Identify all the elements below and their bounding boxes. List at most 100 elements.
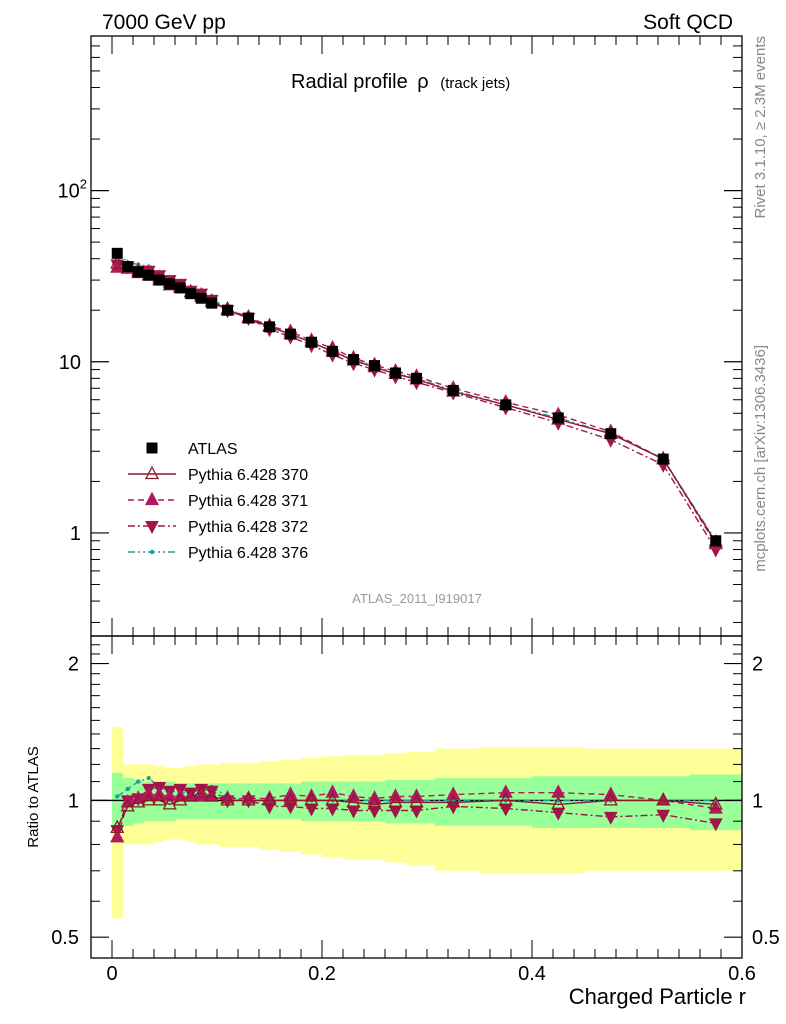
ratio-axis-ticks: 0.5 0.5 1 1 2 2 0 0.2 0.4 0.6: [51, 636, 780, 985]
data-point: [153, 274, 165, 286]
x-tick-label: 0.2: [308, 963, 336, 985]
data-point: [185, 288, 197, 300]
ratio-point: [325, 784, 340, 798]
ratio-tick-label-right: 1: [752, 790, 763, 812]
data-point: [143, 269, 155, 281]
ratio-y-label: Ratio to ATLAS: [25, 746, 42, 847]
ratio-point: [304, 792, 319, 806]
ratio-point: [141, 792, 156, 806]
x-tick-label: 0: [106, 963, 117, 985]
data-point: [264, 321, 275, 333]
data-point: [111, 247, 123, 259]
legend-item: Pythia 6.428 376: [128, 545, 308, 562]
ratio-point: [110, 819, 125, 834]
data-point: [164, 278, 176, 290]
ratio-point: [262, 792, 277, 806]
legend-marker: [149, 549, 155, 555]
series-pythia-6-428-372: [110, 259, 723, 558]
ratio-point: [152, 792, 167, 806]
x-axis-label: Charged Particle r: [569, 984, 746, 1009]
side-rivet-text: Rivet 3.1.10, ≥ 2.3M events: [752, 36, 769, 219]
ratio-series-layer: [110, 775, 723, 843]
data-point: [195, 292, 207, 304]
data-point: [122, 261, 134, 273]
band-inner: [154, 781, 165, 822]
legend-item: ATLAS: [146, 441, 238, 458]
series-atlas: [111, 247, 722, 547]
ratio-point: [162, 796, 177, 810]
ratio-point: [283, 792, 298, 806]
legend-marker: [144, 491, 160, 506]
ratio-point: [409, 794, 424, 808]
main-panel: 1 10 102 Radial profile ρ (track jets) ATL…: [58, 35, 743, 637]
ratio-panel: 0.5 0.5 1 1 2 2 0 0.2 0.4 0.6 Ratio to ATLAS: [25, 635, 780, 985]
main-title-text: Radial profile: [291, 71, 408, 93]
data-point: [327, 345, 338, 357]
ratio-point: [325, 803, 340, 817]
data-point: [447, 384, 459, 396]
main-title-symbol: ρ: [417, 71, 428, 93]
legend-item: Pythia 6.428 371: [128, 491, 308, 510]
main-title-suffix: (track jets): [440, 75, 510, 92]
ratio-point: [446, 794, 461, 808]
x-tick-label: 0.4: [518, 963, 546, 985]
ratio-point: [115, 794, 120, 799]
watermark: ATLAS_2011_I919017: [352, 591, 482, 606]
ratio-point: [551, 796, 566, 810]
data-point: [710, 535, 722, 547]
ratio-tick-label-left: 0.5: [51, 927, 79, 949]
data-point: [390, 367, 401, 379]
ratio-point: [120, 798, 135, 812]
data-point: [552, 412, 564, 424]
ratio-tick-label-right: 0.5: [752, 927, 780, 949]
ratio-point: [173, 792, 188, 806]
data-point: [605, 428, 617, 440]
ratio-point: [498, 792, 513, 806]
ratio-point: [708, 818, 723, 832]
ratio-point: [498, 784, 513, 798]
legend-marker: [144, 465, 160, 480]
ratio-point: [325, 792, 340, 806]
ratio-point: [125, 786, 130, 792]
band-inner: [143, 781, 155, 822]
x-tick-label: 0.6: [728, 963, 756, 985]
data-point: [285, 328, 296, 340]
ratio-point: [220, 792, 235, 806]
side-source-text: mcplots.cern.ch [arXiv:1306.3436]: [752, 345, 769, 572]
ratio-tick-label-left: 2: [68, 654, 79, 676]
ratio-point: [498, 803, 513, 817]
y-tick-label: 102: [58, 177, 87, 203]
ratio-tick-label-left: 1: [68, 790, 79, 812]
ratio-point: [136, 779, 141, 784]
data-point: [657, 453, 669, 465]
data-point: [348, 354, 359, 366]
legend-marker: [146, 442, 158, 454]
ratio-point: [346, 794, 361, 808]
data-point: [110, 259, 125, 273]
ratio-point: [162, 788, 177, 802]
ratio-point: [708, 800, 723, 814]
ratio-tick-label-right: 2: [752, 654, 763, 676]
ratio-point: [388, 805, 403, 819]
data-point: [306, 336, 317, 348]
data-point: [174, 282, 186, 294]
ratio-point: [656, 809, 671, 823]
main-title: Radial profile ρ (track jets): [291, 71, 510, 93]
data-point: [206, 297, 218, 309]
main-axis-ticks: 1 10 102: [58, 35, 743, 636]
y-tick-label: 1: [70, 523, 81, 545]
ratio-line: [116, 791, 716, 829]
ratio-point: [194, 788, 209, 802]
data-point: [243, 312, 254, 324]
legend-item: Pythia 6.428 370: [128, 465, 308, 484]
ratio-point: [446, 786, 461, 800]
ratio-point: [304, 803, 319, 817]
legend-marker: [145, 521, 159, 534]
y-tick-label: 10: [59, 352, 81, 374]
ratio-point: [194, 784, 209, 798]
legend-label: Pythia 6.428 372: [188, 519, 308, 536]
ratio-point: [551, 807, 566, 821]
ratio-point: [603, 811, 618, 825]
data-point: [110, 255, 125, 269]
